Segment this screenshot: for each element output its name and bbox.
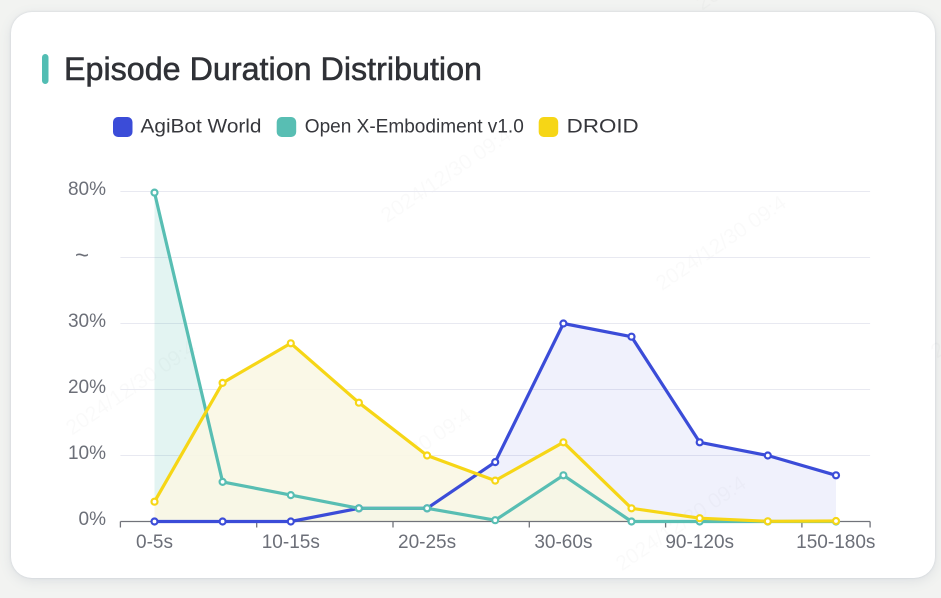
- svg-text:0%: 0%: [79, 509, 107, 530]
- svg-text:2024/12/30 09:4: 2024/12/30 09:4: [652, 191, 791, 295]
- svg-text:Episode Duration Distribution: Episode Duration Distribution: [64, 51, 482, 87]
- svg-text:30%: 30%: [68, 311, 106, 332]
- svg-text:150-180s: 150-180s: [796, 532, 875, 553]
- svg-text:DROID: DROID: [567, 117, 639, 138]
- svg-text:Open X-Embodiment v1.0: Open X-Embodiment v1.0: [305, 117, 524, 138]
- svg-text:AgiBot World: AgiBot World: [141, 117, 262, 138]
- svg-text:10-15s: 10-15s: [262, 532, 320, 553]
- svg-text:2024/12/30 09:4: 2024/12/30 09:4: [927, 259, 941, 363]
- svg-text:80%: 80%: [68, 179, 106, 200]
- svg-text:90-120s: 90-120s: [665, 532, 734, 553]
- svg-text:0-5s: 0-5s: [136, 532, 173, 553]
- svg-text:30-60s: 30-60s: [534, 532, 592, 553]
- svg-text:~: ~: [75, 242, 89, 269]
- svg-text:10%: 10%: [68, 443, 106, 464]
- svg-text:20-25s: 20-25s: [398, 532, 456, 553]
- svg-text:2024/12/30 09:4: 2024/12/30 09:4: [377, 123, 516, 227]
- svg-text:20%: 20%: [68, 377, 106, 398]
- svg-text:2024/12/30 09:4: 2024/12/30 09:4: [692, 0, 831, 15]
